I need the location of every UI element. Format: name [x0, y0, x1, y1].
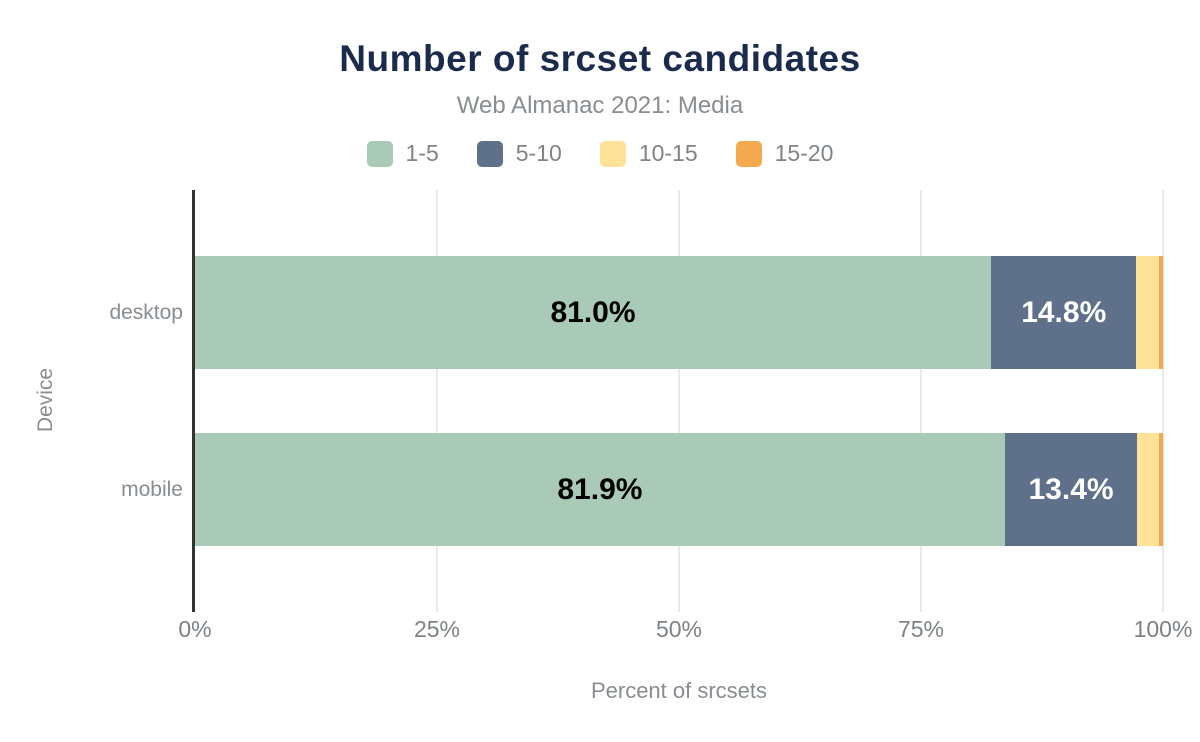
bar-segment-desktop-5-10: 14.8% — [991, 256, 1137, 369]
legend-item-10-15: 10-15 — [599, 140, 698, 167]
gridline — [678, 190, 680, 612]
bar-mobile: 81.9% 13.4% — [195, 433, 1163, 546]
y-axis-line — [192, 190, 195, 612]
category-label-mobile: mobile — [121, 477, 183, 501]
legend-swatch-icon — [735, 140, 762, 167]
bar-value-label: 81.0% — [550, 295, 636, 329]
gridline — [920, 190, 922, 612]
y-axis-title: Device — [34, 367, 57, 433]
bar-segment-desktop-10-15 — [1136, 256, 1160, 369]
chart-title: Number of srcset candidates — [339, 38, 861, 79]
bar-segment-mobile-10-15 — [1137, 433, 1160, 546]
x-tick-label: 25% — [413, 616, 461, 642]
x-tick-label: 0% — [178, 616, 212, 642]
legend-label: 10-15 — [638, 140, 698, 166]
legend-item-15-20: 15-20 — [735, 140, 834, 167]
legend-label: 1-5 — [405, 140, 439, 166]
plot-area: 81.0% 14.8% 81.9% 13.4% — [192, 190, 1164, 612]
x-tick-label: 50% — [655, 616, 703, 642]
bar-segment-desktop-15-20 — [1159, 256, 1163, 369]
gridline — [1162, 190, 1164, 612]
chart-subtitle: Web Almanac 2021: Media — [456, 92, 744, 119]
x-tick-label: 75% — [897, 616, 945, 642]
bar-segment-mobile-15-20 — [1159, 433, 1163, 546]
legend-swatch-icon — [599, 140, 626, 167]
x-axis-ticks: 0% 25% 50% 75% 100% — [178, 616, 1192, 644]
legend-swatch-icon — [476, 140, 503, 167]
bar-value-label: 81.9% — [557, 472, 643, 506]
x-tick-label: 100% — [1133, 616, 1193, 642]
x-axis-title: Percent of srcsets — [590, 678, 768, 703]
legend: 1-5 5-10 10-15 15-20 — [0, 140, 1200, 167]
gridline — [436, 190, 438, 612]
bar-value-label: 14.8% — [1021, 295, 1107, 329]
bar-segment-mobile-1-5: 81.9% — [195, 433, 1005, 546]
legend-label: 5-10 — [515, 140, 562, 166]
legend-swatch-icon — [366, 140, 393, 167]
bar-desktop: 81.0% 14.8% — [195, 256, 1163, 369]
legend-item-5-10: 5-10 — [476, 140, 562, 167]
bar-value-label: 13.4% — [1028, 472, 1114, 506]
bar-segment-mobile-5-10: 13.4% — [1004, 433, 1138, 546]
legend-label: 15-20 — [774, 140, 834, 166]
legend-item-1-5: 1-5 — [366, 140, 439, 167]
bar-segment-desktop-1-5: 81.0% — [195, 256, 992, 369]
category-label-desktop: desktop — [109, 300, 183, 324]
